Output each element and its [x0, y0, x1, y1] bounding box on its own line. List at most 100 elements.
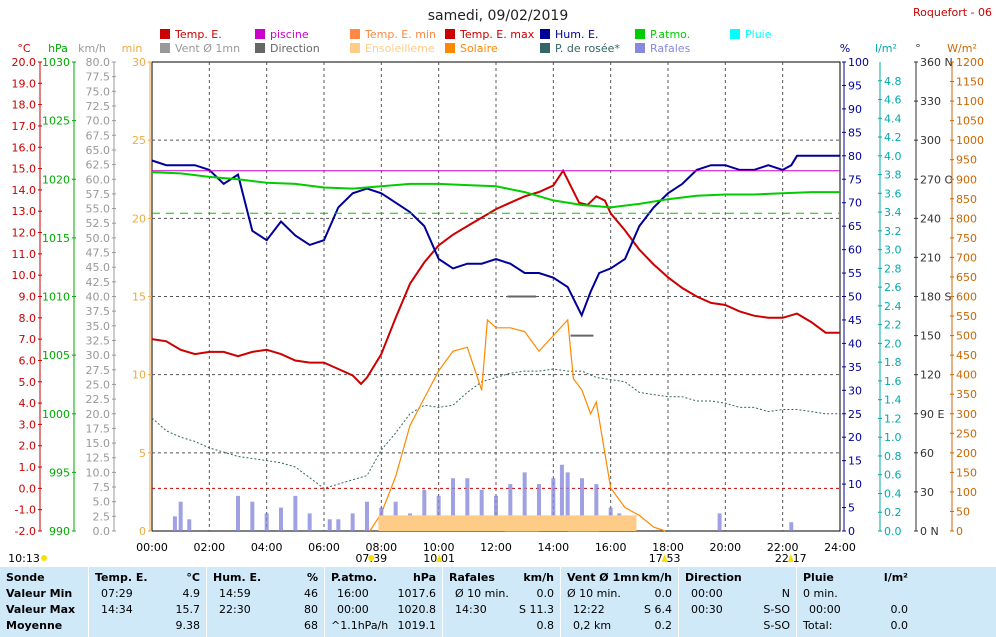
axis-tick-wm2: 800 [956, 212, 977, 225]
axis-tick-temp: -2.0 [15, 525, 36, 538]
axis-tick-wm2: 1000 [956, 134, 984, 147]
legend-swatch [160, 29, 170, 39]
axis-tick-pct: 50 [848, 291, 862, 304]
axis-tick-lm2: 4.2 [884, 131, 902, 144]
axis-tick-kmh: 55.0 [86, 203, 111, 216]
rafale-bar [479, 489, 484, 531]
rafale-bar [789, 522, 794, 531]
axis-tick-deg: 150 [920, 330, 941, 343]
legend-swatch [445, 43, 455, 53]
x-tick-label: 12:00 [480, 541, 512, 554]
axis-tick-temp: 9.0 [19, 291, 37, 304]
unit-wm2: W/m² [947, 42, 977, 55]
x-tick-label: 24:00 [824, 541, 856, 554]
axis-tick-kmh: 75.0 [86, 85, 111, 98]
axis-tick-kmh: 60.0 [86, 173, 111, 186]
axis-tick-kmh: 42.5 [86, 276, 111, 289]
axis-tick-wm2: 100 [956, 486, 977, 499]
hdr-patmo-unit: hPa [412, 571, 436, 584]
hum-min-time: 14:59 [219, 587, 251, 600]
legend-label: Solaire [460, 42, 498, 55]
axis-tick-pct: 0 [848, 525, 855, 538]
patmo-moy-value: 1019.1 [397, 619, 437, 632]
vent-min-value: 0.0 [654, 587, 673, 600]
rafale-bar [279, 507, 283, 531]
axis-tick-temp: 18.0 [12, 99, 37, 112]
axis-tick-wm2: 1050 [956, 115, 984, 128]
axis-tick-wm2: 1100 [956, 95, 984, 108]
legend: Temp. E. piscine Temp. E. min Temp. E. max H… [160, 28, 772, 55]
axis-tick-lm2: 1.2 [884, 412, 902, 425]
dir-min-time: 00:00 [691, 587, 723, 600]
axis-tick-temp: 4.0 [19, 397, 37, 410]
axis-tick-kmh: 30.0 [86, 349, 111, 362]
rafale-bar [307, 513, 312, 531]
rafale-bar [451, 478, 455, 531]
pluie-min-time: 0 min. [803, 587, 838, 600]
rafale-bar [580, 478, 584, 531]
rafale-bar [717, 513, 722, 531]
axis-tick-hpa: 1030 [42, 56, 70, 69]
rafale-bar [494, 495, 498, 531]
axis-tick-lm2: 1.0 [884, 431, 902, 444]
rafale-bar [250, 501, 255, 531]
axis-tick-lm2: 0.0 [884, 525, 902, 538]
col-rafales: Rafales km/h Ø 10 min. 0.0 14:30 S 11.3 … [442, 567, 560, 637]
axis-tick-kmh: 22.5 [86, 393, 111, 406]
rafale-bar [565, 472, 570, 531]
series-solaire [369, 318, 666, 532]
hdr-hum: Hum. E. [213, 571, 262, 584]
axis-tick-wm2: 450 [956, 349, 977, 362]
legend-label: Pluie [745, 28, 772, 41]
axis-tick-hpa: 1025 [42, 115, 70, 128]
legend-swatch [540, 29, 550, 39]
hdr-vent: Vent Ø 1mn [567, 571, 640, 584]
pluie-total-label: Total: [803, 619, 833, 632]
axis-tick-kmh: 67.5 [86, 129, 111, 142]
temp-max-time: 14:34 [101, 603, 133, 616]
marker-triangle [787, 554, 794, 562]
patmo-trend: ^1.1hPa/h [331, 619, 389, 632]
axis-tick-temp: 15.0 [12, 163, 37, 176]
x-tick-label: 00:00 [136, 541, 168, 554]
col-direction: Direction 00:00 N 00:30 S-SO S-SO [678, 567, 796, 637]
legend-label: Temp. E. min [364, 28, 436, 41]
axis-tick-temp: 3.0 [19, 418, 37, 431]
rafale-bar [537, 484, 541, 531]
marker-dot [368, 555, 375, 561]
marker-triangle [436, 554, 443, 562]
axes: 20.0 19.0 18.0 17.0 16.0 15.0 14.0 13.0 12.0 11.0… [12, 56, 985, 538]
legend-label: Direction [270, 42, 320, 55]
axis-tick-lm2: 2.2 [884, 319, 902, 332]
axis-tick-hpa: 1005 [42, 349, 70, 362]
legend-swatch [445, 29, 455, 39]
vent-max-value: S 6.4 [644, 603, 672, 616]
axis-tick-hpa: 1010 [42, 291, 70, 304]
axis-tick-kmh: 2.5 [93, 510, 111, 523]
axis-tick-wm2: 850 [956, 193, 977, 206]
series-temp-e- [151, 168, 840, 386]
axis-tick-kmh: 45.0 [86, 261, 111, 274]
axis-tick-kmh: 37.5 [86, 305, 111, 318]
axis-tick-lm2: 3.4 [884, 206, 902, 219]
legend-swatch [635, 29, 645, 39]
legend-label: P. de rosée* [555, 42, 620, 55]
rafale-bar [422, 489, 427, 531]
axis-tick-kmh: 10.0 [86, 466, 111, 479]
unit-kmh: km/h [78, 42, 106, 55]
legend-swatch [635, 43, 645, 53]
axis-tick-kmh: 80.0 [86, 56, 111, 69]
rafale-bar [327, 519, 332, 531]
axis-tick-temp: 11.0 [12, 248, 37, 261]
axis-tick-pct: 40 [848, 337, 862, 350]
axis-tick-temp: 0.0 [19, 482, 37, 495]
rafale-bar [436, 495, 441, 531]
axis-tick-temp: 20.0 [12, 56, 37, 69]
axis-tick-pct: 15 [848, 455, 862, 468]
pluie-max-time: 00:00 [809, 603, 841, 616]
col-temp: Temp. E. °C 07:29 4.9 14:34 15.7 9.38 [88, 567, 206, 637]
axis-tick-temp: 1.0 [19, 461, 37, 474]
axis-tick-lm2: 2.4 [884, 300, 902, 313]
rafale-bar [336, 519, 341, 531]
series-line [151, 171, 840, 209]
